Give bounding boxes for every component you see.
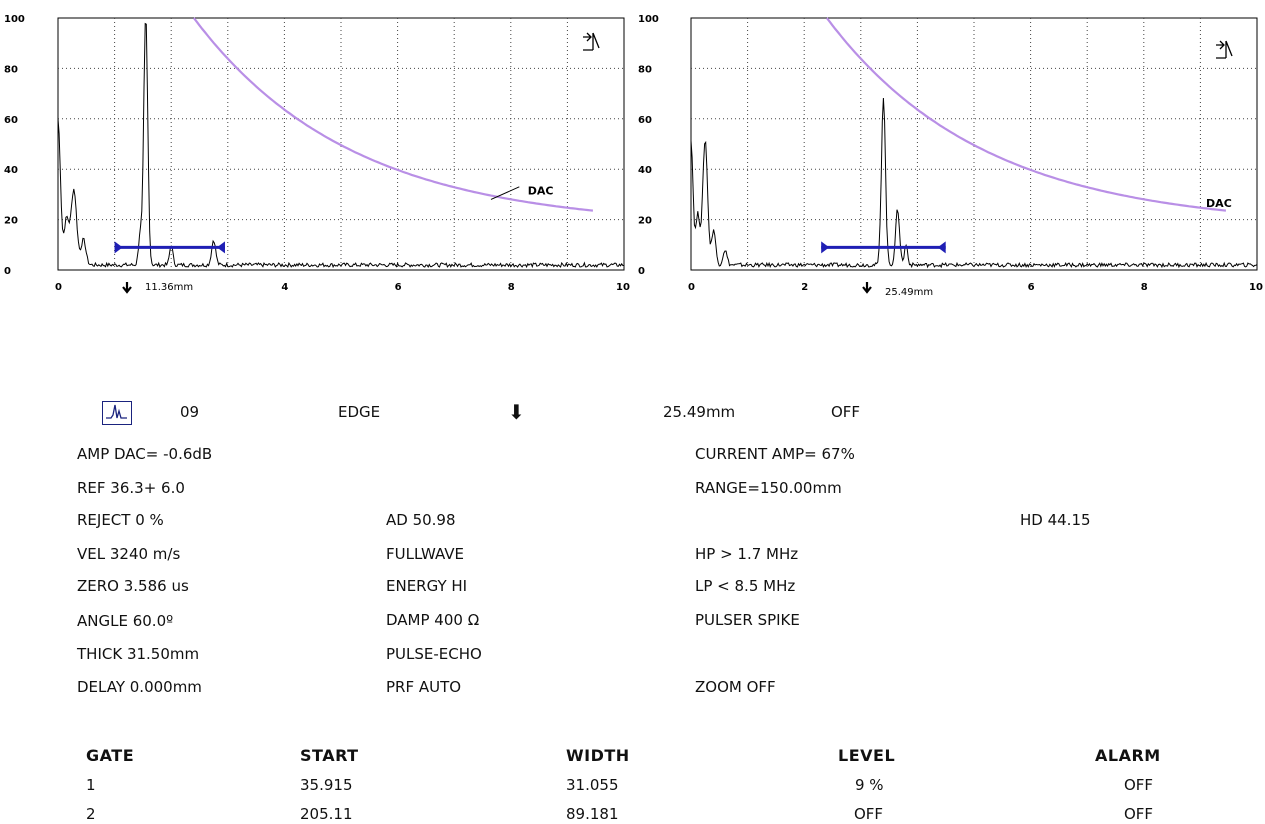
y-tick-label: 60 [638,115,652,126]
level-header: LEVEL [838,746,896,765]
gate-1-level: 9 % [855,776,884,794]
gate-start-icon [1216,40,1233,59]
gate-1-width: 31.055 [566,776,619,794]
a-scan-plot-1: 100 80 60 40 20 0 0 4 6 8 10 DAC 11.36mm [4,14,630,294]
x-tick-label: 4 [281,282,288,293]
gate-end-handle[interactable] [937,241,946,254]
zero: ZERO 3.586 us [77,577,189,595]
gate-bar[interactable] [114,241,225,254]
reference: REF 36.3+ 6.0 [77,479,185,497]
delay: DELAY 0.000mm [77,678,202,696]
gate-1-alarm: OFF [1124,776,1154,794]
gate-2-width: 89.181 [566,805,619,823]
gate-end-handle[interactable] [216,241,225,254]
gate-2-start: 205.11 [300,805,353,823]
echo-signal [57,22,625,269]
y-tick-label: 100 [4,14,25,25]
ad-value: AD 50.98 [386,511,456,529]
y-tick-label: 0 [638,266,645,277]
x-tick-label: 0 [688,282,695,293]
rectification: FULLWAVE [386,545,464,563]
a-scan-plot-2: 100 80 60 40 20 0 0 2 6 8 10 DAC 25.49mm [638,14,1263,298]
prf: PRF AUTO [386,678,462,696]
x-axis-ticks: 0 4 6 8 10 [55,282,630,293]
y-axis-ticks: 100 80 60 40 20 0 [4,14,25,277]
zoom: ZOOM OFF [695,678,776,696]
status-distance: 25.49mm [663,403,736,421]
y-axis-ticks: 100 80 60 40 20 0 [638,14,659,277]
angle: ANGLE 60.0º [77,612,174,630]
dac-curve [825,17,1227,212]
gate-bar[interactable] [821,241,946,254]
peak-marker-icon [122,282,132,294]
gate-2-level: OFF [854,805,884,823]
gate-2-alarm: OFF [1124,805,1154,823]
alarm-header: ALARM [1095,746,1161,765]
echo-signal [690,97,1258,269]
gate-header: GATE [86,746,135,765]
dac-curve [192,17,594,212]
x-tick-label: 8 [508,282,515,293]
dac-leader-line [490,186,520,200]
gate-2-id: 2 [86,805,96,823]
pulse-mode: PULSE-ECHO [386,645,482,663]
amp-dac: AMP DAC= -0.6dB [77,445,213,463]
velocity: VEL 3240 m/s [77,545,181,563]
x-tick-label: 10 [616,282,630,293]
reject: REJECT 0 % [77,511,164,529]
a-scan-display-2: 100 80 60 40 20 0 0 2 6 8 10 DAC 25.49mm [634,0,1264,300]
x-tick-label: 6 [1028,282,1035,293]
y-tick-label: 0 [4,266,11,277]
gate-1-id: 1 [86,776,96,794]
energy: ENERGY HI [386,577,468,595]
x-tick-label: 10 [1249,282,1263,293]
pulser: PULSER SPIKE [695,611,800,629]
down-arrow-icon: ⬇ [508,400,525,424]
rf-mode-icon[interactable] [102,401,132,425]
gate-start-handle[interactable] [114,241,123,254]
dac-label: DAC [1206,197,1232,210]
y-tick-label: 20 [638,216,652,227]
width-header: WIDTH [566,746,630,765]
status-state: OFF [831,403,861,421]
y-tick-label: 100 [638,14,659,25]
status-mode: EDGE [338,403,381,421]
y-tick-label: 80 [638,64,652,75]
dac-label: DAC [528,184,554,197]
hd-value: HD 44.15 [1020,511,1091,529]
x-axis-ticks: 0 2 6 8 10 [688,282,1263,293]
y-tick-label: 80 [4,64,18,75]
damping: DAMP 400 Ω [386,611,480,629]
y-tick-label: 20 [4,216,18,227]
gate-1-start: 35.915 [300,776,353,794]
y-tick-label: 40 [638,165,652,176]
x-tick-label: 6 [395,282,402,293]
start-header: START [300,746,359,765]
high-pass-filter: HP > 1.7 MHz [695,545,799,563]
current-amp: CURRENT AMP= 67% [695,445,855,463]
peak-marker-icon [862,282,872,294]
thickness: THICK 31.50mm [77,645,200,663]
y-tick-label: 40 [4,165,18,176]
x-tick-label: 0 [55,282,62,293]
marker-distance: 11.36mm [145,282,193,293]
gate-start-icon [583,32,600,51]
marker-distance: 25.49mm [885,287,933,298]
x-tick-label: 8 [1141,282,1148,293]
range: RANGE=150.00mm [695,479,842,497]
low-pass-filter: LP < 8.5 MHz [695,577,796,595]
gate-start-handle[interactable] [821,241,830,254]
status-number: 09 [180,403,200,421]
a-scan-display-1: 100 80 60 40 20 0 0 4 6 8 10 DAC 11.36mm [0,0,630,300]
y-tick-label: 60 [4,115,18,126]
x-tick-label: 2 [801,282,808,293]
